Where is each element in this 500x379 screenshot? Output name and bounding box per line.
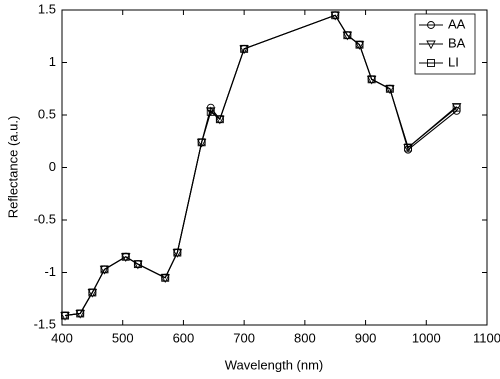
x-tick-label: 700	[233, 330, 255, 345]
marker	[354, 41, 365, 50]
marker	[355, 40, 364, 49]
series-line	[64, 14, 457, 317]
legend-label: BA	[448, 35, 466, 50]
marker	[385, 85, 395, 94]
x-tick-label: 900	[355, 330, 377, 345]
marker	[343, 31, 352, 40]
x-tick-label: 1100	[473, 330, 500, 345]
y-tick-label: 0	[49, 159, 56, 174]
marker	[452, 103, 461, 112]
marker	[173, 248, 182, 257]
marker	[60, 312, 70, 321]
marker	[196, 138, 207, 148]
y-tick-label: 1	[49, 54, 56, 69]
x-tick-label: 800	[294, 330, 316, 345]
marker	[133, 260, 142, 269]
legend-marker	[427, 59, 435, 67]
x-tick-label: 400	[51, 330, 73, 345]
y-tick-label: -1.5	[34, 316, 56, 331]
marker	[121, 252, 130, 261]
marker	[404, 143, 413, 152]
legend-marker	[426, 40, 436, 50]
marker	[385, 84, 394, 93]
x-tick-label: 600	[173, 330, 195, 345]
marker	[87, 289, 98, 298]
legend-marker	[427, 21, 435, 29]
marker	[172, 249, 183, 258]
series-line	[64, 14, 457, 317]
legend-label: LI	[448, 54, 459, 69]
marker	[99, 265, 110, 275]
marker	[451, 103, 462, 112]
x-axis-label: Wavelength (nm)	[225, 357, 324, 372]
marker	[160, 274, 170, 283]
x-tick-label: 500	[112, 330, 134, 345]
marker	[61, 311, 69, 320]
marker	[206, 107, 215, 116]
marker	[239, 45, 249, 55]
x-tick-label: 1000	[412, 330, 441, 345]
marker	[205, 107, 216, 117]
legend-label: AA	[448, 16, 466, 31]
marker	[197, 138, 206, 147]
marker	[367, 75, 376, 84]
series-line	[64, 14, 457, 317]
marker	[240, 44, 249, 53]
marker	[161, 273, 170, 282]
marker	[215, 115, 224, 124]
marker	[215, 115, 225, 125]
y-tick-label: 0.5	[38, 106, 56, 121]
marker	[76, 309, 85, 318]
y-axis-label: Reflectance (a.u.)	[5, 116, 20, 219]
y-tick-label: -0.5	[34, 211, 56, 226]
y-tick-label: -1	[44, 264, 56, 279]
marker	[88, 288, 97, 297]
marker	[331, 11, 340, 20]
y-tick-label: 1.5	[38, 1, 56, 16]
marker	[100, 265, 109, 274]
marker	[342, 31, 353, 41]
marker	[403, 144, 413, 153]
